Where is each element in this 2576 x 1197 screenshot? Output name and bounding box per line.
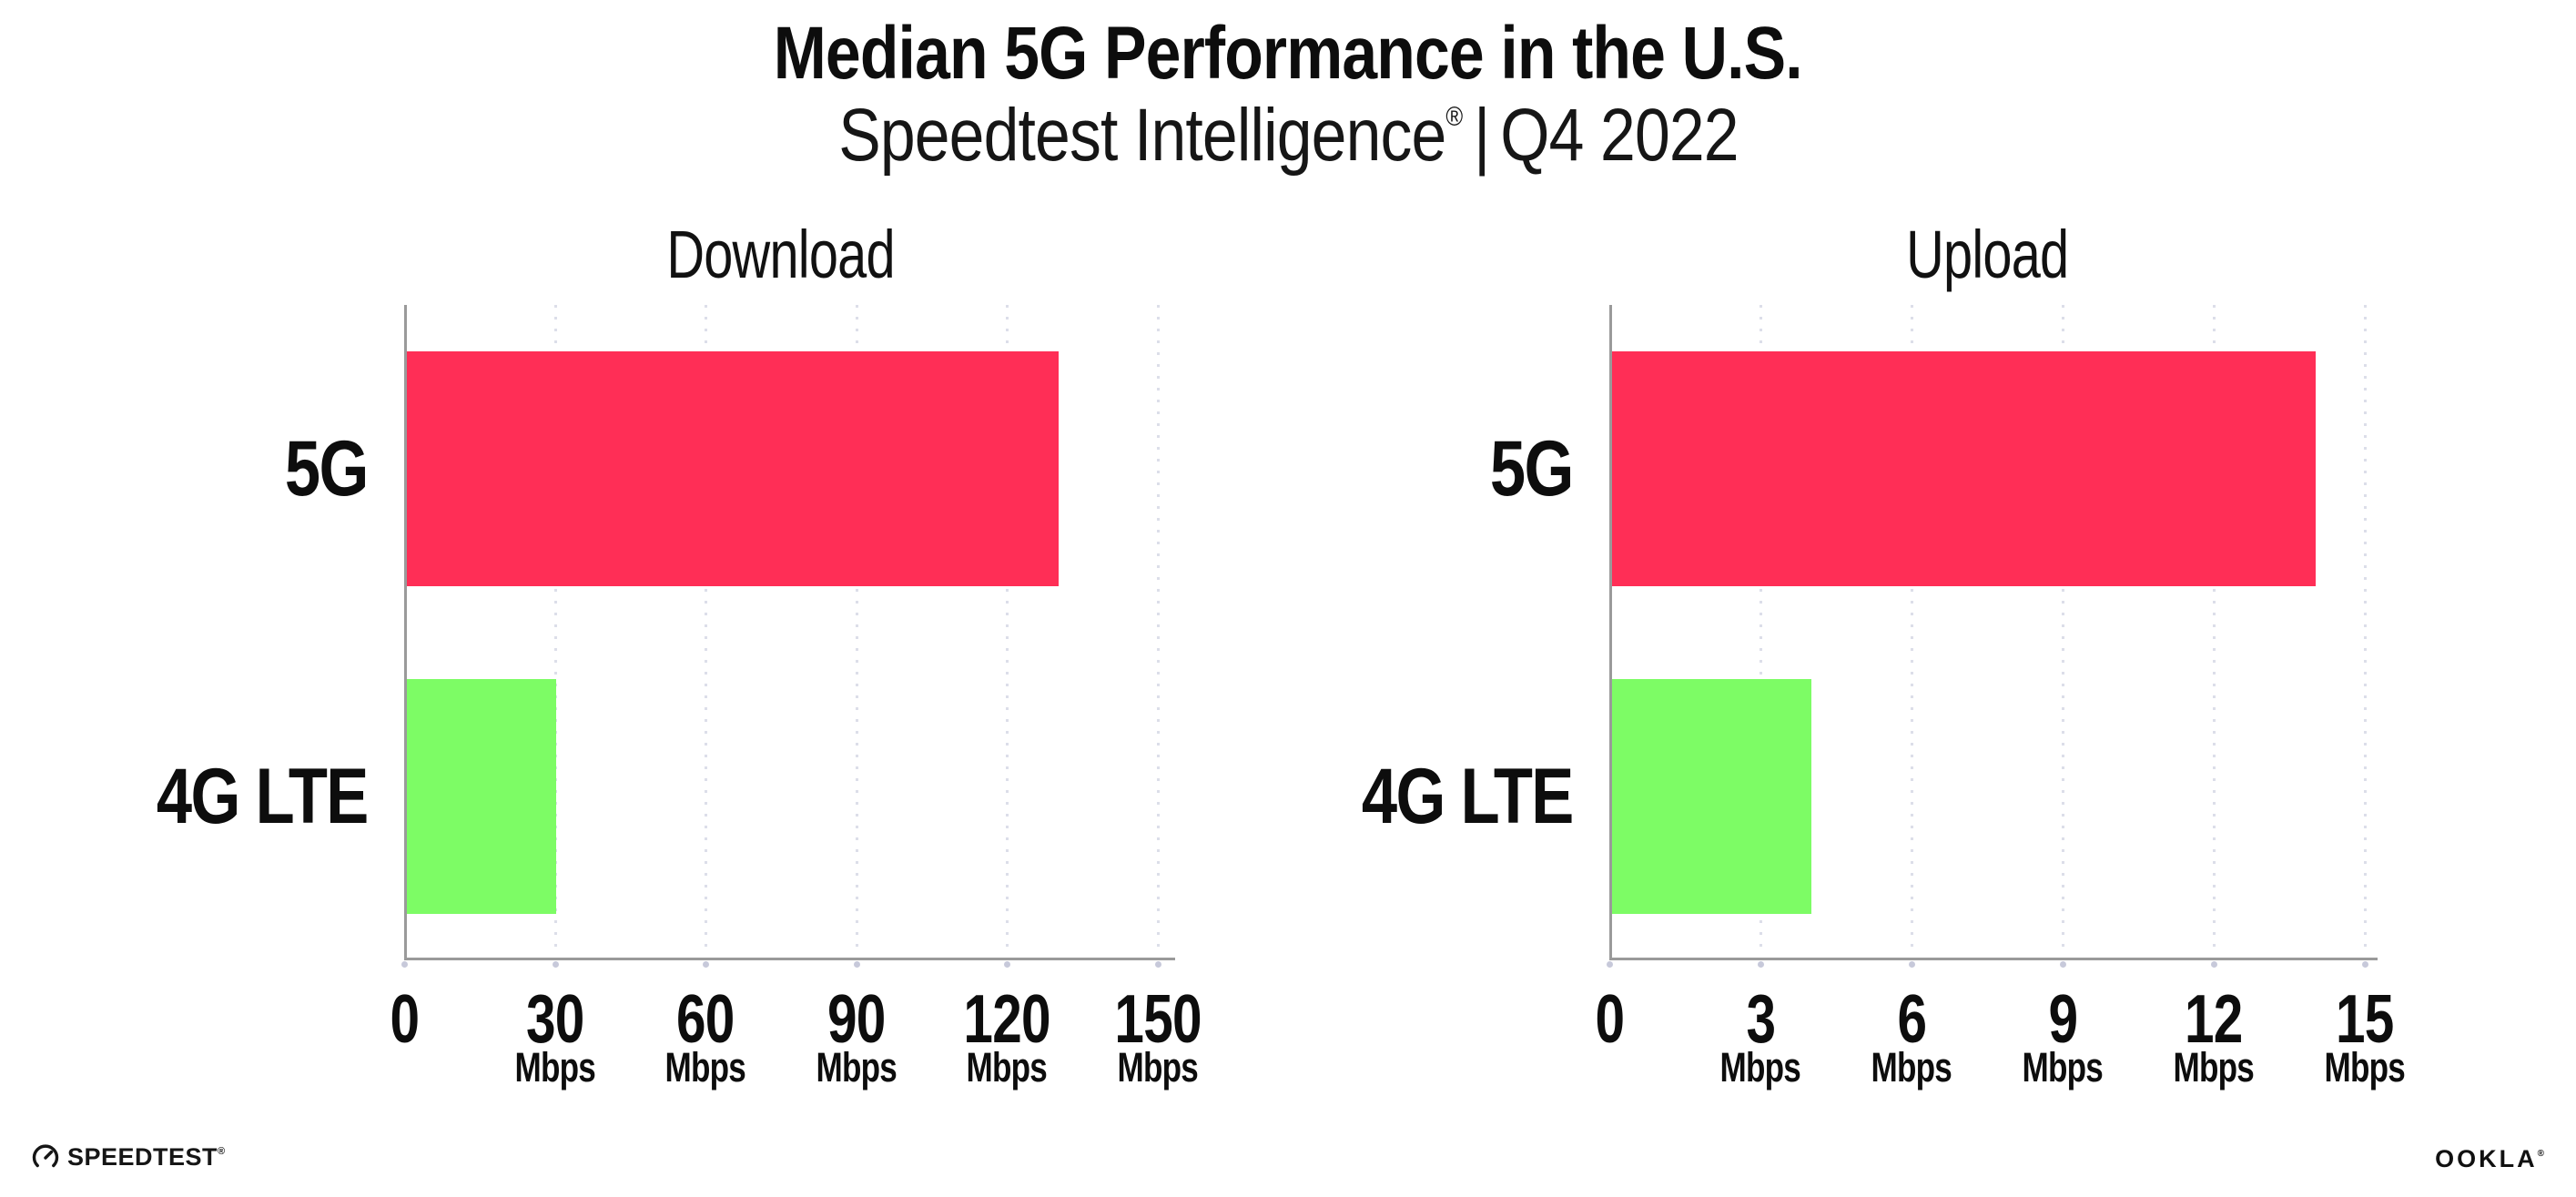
tick-label: 9: [2048, 980, 2078, 1057]
page-title: Median 5G Performance in the U.S.: [0, 16, 2576, 91]
tick-unit-label: Mbps: [2022, 1044, 2104, 1090]
page-subtitle: Speedtest Intelligence® | Q4 2022: [0, 98, 2576, 173]
tick-dot: [1909, 961, 1915, 968]
category-label-4g-lte: 4G LTE: [157, 753, 369, 840]
speedtest-logo: SPEEDTEST®: [32, 1141, 226, 1172]
subtitle-brand: Speedtest Intelligence: [837, 94, 1446, 177]
y-axis-line: [404, 305, 407, 959]
tick-unit-label: Mbps: [816, 1044, 898, 1090]
speedtest-wordmark: SPEEDTEST: [67, 1142, 218, 1171]
speedtest-registered-mark: ®: [218, 1145, 226, 1157]
tick-label: 6: [1897, 980, 1927, 1057]
tick-label: 3: [1746, 980, 1776, 1057]
plot-area-download: [404, 305, 1175, 960]
tick-unit-label: Mbps: [1871, 1044, 1952, 1090]
tick-label: 15: [2336, 980, 2394, 1057]
x-axis-line: [1609, 958, 2378, 960]
plot-area-upload: [1609, 305, 2378, 960]
category-label-4g-lte: 4G LTE: [1362, 753, 1574, 840]
tick-label: 120: [963, 980, 1050, 1057]
tick-label: 150: [1114, 980, 1202, 1057]
gridline: [705, 305, 707, 956]
bar-4g-lte: [405, 679, 556, 914]
x-axis-line: [404, 958, 1175, 960]
tick-dot: [1004, 961, 1010, 968]
tick-dot: [553, 961, 559, 968]
speedtest-gauge-icon: [32, 1144, 59, 1168]
subtitle-period: Q4 2022: [1499, 94, 1739, 177]
tick-label: 0: [390, 980, 420, 1057]
tick-dot: [401, 961, 408, 968]
gridline: [1760, 305, 1762, 956]
ookla-logo: OOKLA®: [2435, 1145, 2544, 1173]
tick-dot: [1155, 961, 1161, 968]
gridline: [1006, 305, 1009, 956]
tick-label: 90: [827, 980, 886, 1057]
tick-label: 12: [2185, 980, 2243, 1057]
chart-title-upload: Upload: [1905, 217, 2069, 292]
subtitle-separator: |: [1473, 94, 1490, 177]
y-axis-line: [1609, 305, 1612, 959]
bar-5g: [405, 351, 1059, 586]
gridline: [2213, 305, 2216, 956]
gridline: [1911, 305, 1913, 956]
tick-dot: [2211, 961, 2217, 968]
gridline: [2364, 305, 2367, 956]
tick-dot: [854, 961, 860, 968]
tick-unit-label: Mbps: [966, 1044, 1048, 1090]
tick-label: 0: [1595, 980, 1625, 1057]
bar-4g-lte: [1610, 679, 1811, 914]
tick-label: 30: [526, 980, 584, 1057]
tick-unit-label: Mbps: [1117, 1044, 1199, 1090]
tick-dot: [2362, 961, 2368, 968]
tick-unit-label: Mbps: [1719, 1044, 1801, 1090]
category-label-5g: 5G: [285, 425, 369, 512]
tick-dot: [1758, 961, 1764, 968]
tick-unit-label: Mbps: [514, 1044, 596, 1090]
category-label-5g: 5G: [1490, 425, 1574, 512]
ookla-registered-mark: ®: [2537, 1149, 2544, 1159]
tick-unit-label: Mbps: [664, 1044, 746, 1090]
ookla-wordmark: OOKLA: [2435, 1145, 2538, 1172]
tick-dot: [2060, 961, 2066, 968]
gridline: [856, 305, 858, 956]
tick-dot: [703, 961, 709, 968]
bar-5g: [1610, 351, 2316, 586]
registered-mark: ®: [1445, 102, 1463, 132]
tick-dot: [1607, 961, 1613, 968]
gridline: [1157, 305, 1160, 956]
chart-title-download: Download: [666, 217, 896, 292]
tick-unit-label: Mbps: [2324, 1044, 2406, 1090]
tick-label: 60: [676, 980, 735, 1057]
page-title-text: Median 5G Performance in the U.S.: [773, 12, 1803, 95]
tick-unit-label: Mbps: [2173, 1044, 2255, 1090]
gridline: [554, 305, 557, 956]
gridline: [2062, 305, 2064, 956]
